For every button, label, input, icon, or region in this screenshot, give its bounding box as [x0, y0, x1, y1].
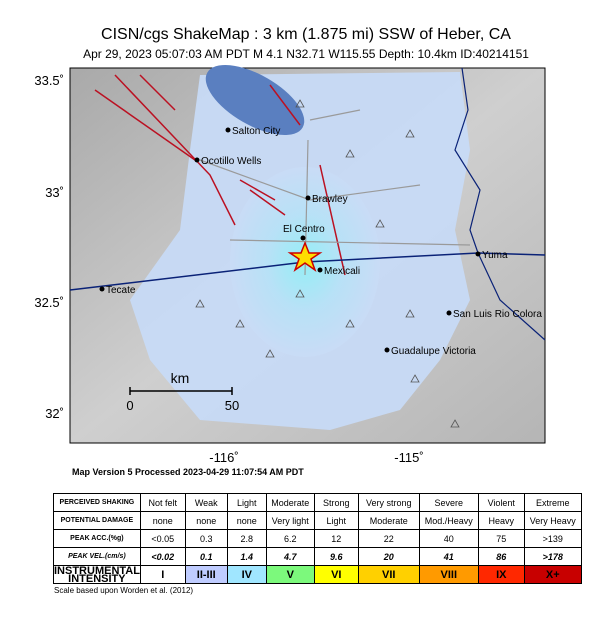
- table-cell: none: [139, 511, 186, 530]
- table-cell: 1.4: [226, 547, 267, 566]
- table-cell: Moderate: [357, 511, 420, 530]
- table-cell: Violent: [477, 493, 525, 512]
- row-label: INSTRUMENTAL INTENSITY: [53, 564, 141, 585]
- place-dot: [305, 195, 311, 201]
- row-label: PEAK VEL.(cm/s): [53, 547, 141, 566]
- place-label: Tecate: [106, 285, 136, 296]
- place-dot: [475, 251, 481, 257]
- table-cell: Light: [226, 493, 267, 512]
- place-dot: [300, 235, 306, 241]
- table-cell: none: [184, 511, 228, 530]
- table-cell: Strong: [313, 493, 359, 512]
- table-cell: none: [226, 511, 267, 530]
- place-dot: [99, 286, 105, 292]
- table-cell: I: [139, 565, 186, 584]
- table-cell: Extreme: [523, 493, 582, 512]
- table-cell: >178: [523, 547, 582, 566]
- place-dot: [317, 267, 323, 273]
- faults: [94, 74, 346, 276]
- table-cell: VI: [313, 565, 359, 584]
- table-cell: 40: [418, 529, 479, 548]
- scale-bar: [129, 387, 233, 395]
- table-cell: X+: [523, 565, 582, 584]
- table-cell: <0.05: [139, 529, 186, 548]
- table-row: PEAK ACC.(%g) <0.05 0.3 2.8 6.2 12 22 40 75 >139: [53, 529, 582, 548]
- table-cell: 20: [357, 547, 420, 566]
- table-cell: 41: [418, 547, 479, 566]
- table-cell: >139: [523, 529, 582, 548]
- border: [69, 252, 546, 291]
- table-cell: V: [265, 565, 315, 584]
- map-title: CISN/cgs ShakeMap : 3 km (1.875 mi) SSW …: [101, 26, 511, 43]
- table-cell: 9.6: [313, 547, 359, 566]
- table-cell: 0.3: [184, 529, 228, 548]
- lon-label: -116˚: [209, 450, 238, 465]
- place-label: Ocotillo Wells: [201, 156, 261, 167]
- lat-label: 32.5˚: [34, 295, 64, 310]
- table-cell: Light: [313, 511, 359, 530]
- table-cell: 4.7: [265, 547, 315, 566]
- table-cell: 12: [313, 529, 359, 548]
- table-row: POTENTIAL DAMAGE none none none Very light Li…: [53, 511, 582, 530]
- place-label: Mexicali: [324, 266, 360, 277]
- stations: [195, 99, 460, 428]
- lat-label: 32˚: [45, 406, 64, 421]
- place-label: Brawley: [312, 194, 348, 205]
- scale-label: 0: [126, 398, 133, 413]
- table-cell: II-III: [184, 565, 228, 584]
- table-cell: Heavy: [477, 511, 525, 530]
- table-cell: 22: [357, 529, 420, 548]
- state-line: [454, 67, 546, 341]
- table-cell: 0.1: [184, 547, 228, 566]
- place-dot: [225, 127, 231, 133]
- table-cell: Mod./Heavy: [418, 511, 479, 530]
- place-label: San Luis Rio Colora: [453, 309, 542, 320]
- row-label: PERCEIVED SHAKING: [53, 493, 141, 512]
- place-dot: [446, 310, 452, 316]
- lon-label: -115˚: [394, 450, 423, 465]
- place-dot: [194, 157, 200, 163]
- table-cell: IV: [226, 565, 267, 584]
- place-dot: [384, 347, 390, 353]
- lat-label: 33˚: [45, 185, 64, 200]
- table-cell: <0.02: [139, 547, 186, 566]
- table-cell: Very strong: [357, 493, 420, 512]
- table-cell: Moderate: [265, 493, 315, 512]
- table-row: PEAK VEL.(cm/s) <0.02 0.1 1.4 4.7 9.6 20 41 86 >1…: [53, 547, 582, 566]
- map: 33.5˚ 33˚ 32.5˚ 32˚ -116˚ -115˚ Salton City Oco…: [34, 65, 546, 465]
- table-cell: Not felt: [139, 493, 186, 512]
- table-cell: 6.2: [265, 529, 315, 548]
- table-cell: Very Heavy: [523, 511, 582, 530]
- place-label: Guadalupe Victoria: [391, 346, 476, 357]
- row-label: POTENTIAL DAMAGE: [53, 511, 141, 530]
- footnote: Scale based upon Worden et al. (2012): [54, 586, 194, 595]
- table-cell: VIII: [418, 565, 479, 584]
- map-subtitle: Apr 29, 2023 05:07:03 AM PDT M 4.1 N32.7…: [83, 47, 529, 61]
- table-cell: Weak: [184, 493, 228, 512]
- table-cell: 86: [477, 547, 525, 566]
- table-cell: Very light: [265, 511, 315, 530]
- scale-label: 50: [225, 398, 239, 413]
- table-cell: IX: [477, 565, 525, 584]
- table-cell: VII: [357, 565, 420, 584]
- lat-label: 33.5˚: [34, 73, 64, 88]
- table-row: INSTRUMENTAL INTENSITY I II-III IV V VI VII VII…: [53, 564, 582, 585]
- place-label: Salton City: [232, 126, 280, 137]
- scale-unit: km: [171, 370, 190, 386]
- table-cell: Severe: [418, 493, 479, 512]
- epicenter: [287, 240, 323, 272]
- table-cell: 2.8: [226, 529, 267, 548]
- table-row: PERCEIVED SHAKING Not felt Weak Light Modera…: [53, 493, 582, 512]
- map-version: Map Version 5 Processed 2023-04-29 11:07…: [72, 467, 304, 477]
- roads: [199, 109, 471, 276]
- salton-sea: [205, 65, 305, 135]
- table-cell: 75: [477, 529, 525, 548]
- intensity-table: PERCEIVED SHAKING Not felt Weak Light Modera…: [53, 493, 582, 584]
- place-label: El Centro: [283, 224, 325, 235]
- row-label: PEAK ACC.(%g): [53, 529, 141, 548]
- place-label: Yuma: [482, 250, 508, 261]
